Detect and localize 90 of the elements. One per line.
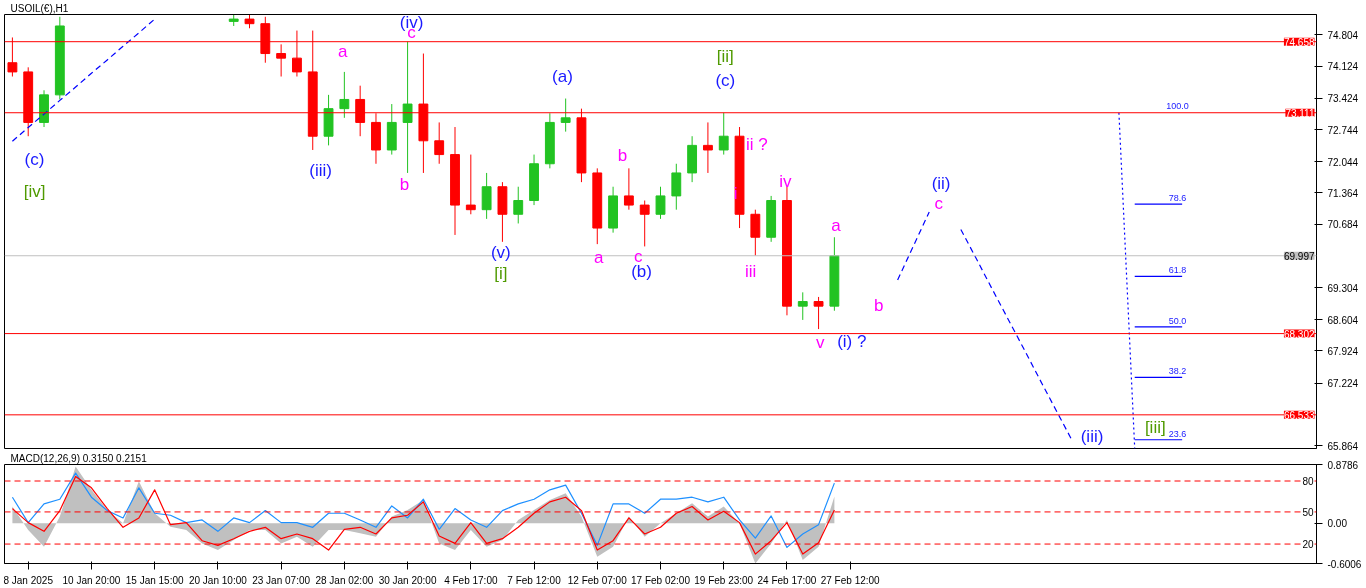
y-tick-label: 74.804 [1327,29,1359,41]
y-tick-label: 67.924 [1327,345,1359,357]
annotation: (iii) [1080,426,1104,446]
candlestick [671,163,682,211]
candlestick [750,209,761,257]
annotation: v [815,333,825,353]
ref-line-label: 66.533 [1283,409,1315,421]
annotation: a [831,215,842,235]
chart-title: USOIL(€),H1 [10,3,69,14]
annotation: 61.8 [1168,265,1187,276]
x-tick-label: 30 Jan 20:00 [378,574,437,586]
candlestick [402,41,413,174]
annotation: 20 [1302,539,1314,551]
annotation: (ii) [931,174,951,194]
x-tick-label: 10 Jan 20:00 [62,574,121,586]
ref-line-label: 73.111 [1285,107,1315,119]
candlestick [560,98,571,133]
y-tick-label: 72.744 [1327,124,1359,136]
annotation: 23.6 [1168,428,1187,439]
y-tick-label: 0.8786 [1327,459,1359,471]
annotation: (c) [24,149,45,169]
candlestick [797,291,808,321]
ref-line-label: 69.997 [1283,250,1315,262]
candlestick [703,121,713,174]
y-tick-label: 70.684 [1327,219,1359,231]
annotation: (b) [631,261,652,281]
y-tick-label: -0.6006 [1327,558,1362,570]
annotation: a [594,248,605,268]
candlestick [339,71,350,119]
annotation: 38.2 [1168,366,1187,377]
annotation: 50 [1302,506,1314,518]
candlestick [718,112,729,156]
annotation: 100.0 [1166,101,1189,112]
candlestick [434,121,445,165]
candlestick [465,154,476,215]
annotation: (a) [552,67,573,87]
annotation: (c) [715,71,736,91]
annotation: 80 [1302,476,1314,487]
x-tick-label: 28 Jan 02:00 [315,574,374,586]
annotation: a [338,41,349,61]
annotation: [i] [494,263,508,283]
y-tick-label: 0.00 [1327,518,1348,530]
ref-line-label: 74.658 [1283,36,1315,48]
x-tick-label: 8 Jan 2025 [3,574,54,586]
line-series [11,18,156,142]
y-tick-label: 68.604 [1327,314,1359,326]
y-tick-label: 73.424 [1327,93,1359,105]
x-tick-label: 23 Jan 07:00 [252,574,311,586]
y-tick-label: 65.864 [1327,440,1359,452]
x-tick-label: 19 Feb 23:00 [694,574,754,586]
annotation: iv [779,171,793,191]
y-tick-label: 72.044 [1327,156,1359,168]
annotation: (i) ? [837,332,867,352]
annotation: [iii] [1144,418,1166,438]
x-tick-label: 4 Feb 17:00 [444,574,498,586]
y-tick-label: 69.304 [1327,282,1359,294]
annotation: [ii] [716,47,734,67]
x-tick-label: 27 Feb 12:00 [820,574,881,586]
ref-line-label: 68.302 [1283,328,1315,340]
candlestick [655,186,666,220]
annotation: b [399,175,410,195]
x-tick-label: 15 Jan 15:00 [125,574,185,586]
candlestick [481,172,492,220]
x-tick-label: 17 Feb 02:00 [631,574,691,586]
x-tick-label: 12 Feb 07:00 [567,574,628,586]
candlestick [813,296,824,330]
line-series [960,228,1073,440]
candlestick [513,186,524,224]
annotation: iii [744,261,757,281]
x-tick-label: 24 Feb 17:00 [757,574,817,586]
x-tick-label: 20 Jan 10:00 [188,574,248,586]
annotation: [iv] [23,181,46,201]
annotation: c [934,193,944,213]
annotation: b [617,145,628,165]
x-tick-label: 7 Feb 12:00 [507,574,562,586]
candlestick [276,43,287,77]
y-tick-label: 74.124 [1327,61,1359,73]
annotation: (iv) [399,12,424,32]
annotation: (iii) [309,161,332,181]
annotation: (v) [490,243,511,263]
y-tick-label: 67.224 [1327,378,1359,390]
candlestick [639,200,650,247]
chart-title: MACD(12,26,9) 0.3150 0.2151 [10,453,148,464]
annotation: i [733,184,738,204]
annotation: b [873,296,884,316]
annotation: ii ? [746,134,768,154]
annotation: 50.0 [1168,315,1187,326]
annotation: 78.6 [1168,193,1187,204]
y-tick-label: 71.364 [1327,187,1359,199]
candlestick [623,167,634,211]
